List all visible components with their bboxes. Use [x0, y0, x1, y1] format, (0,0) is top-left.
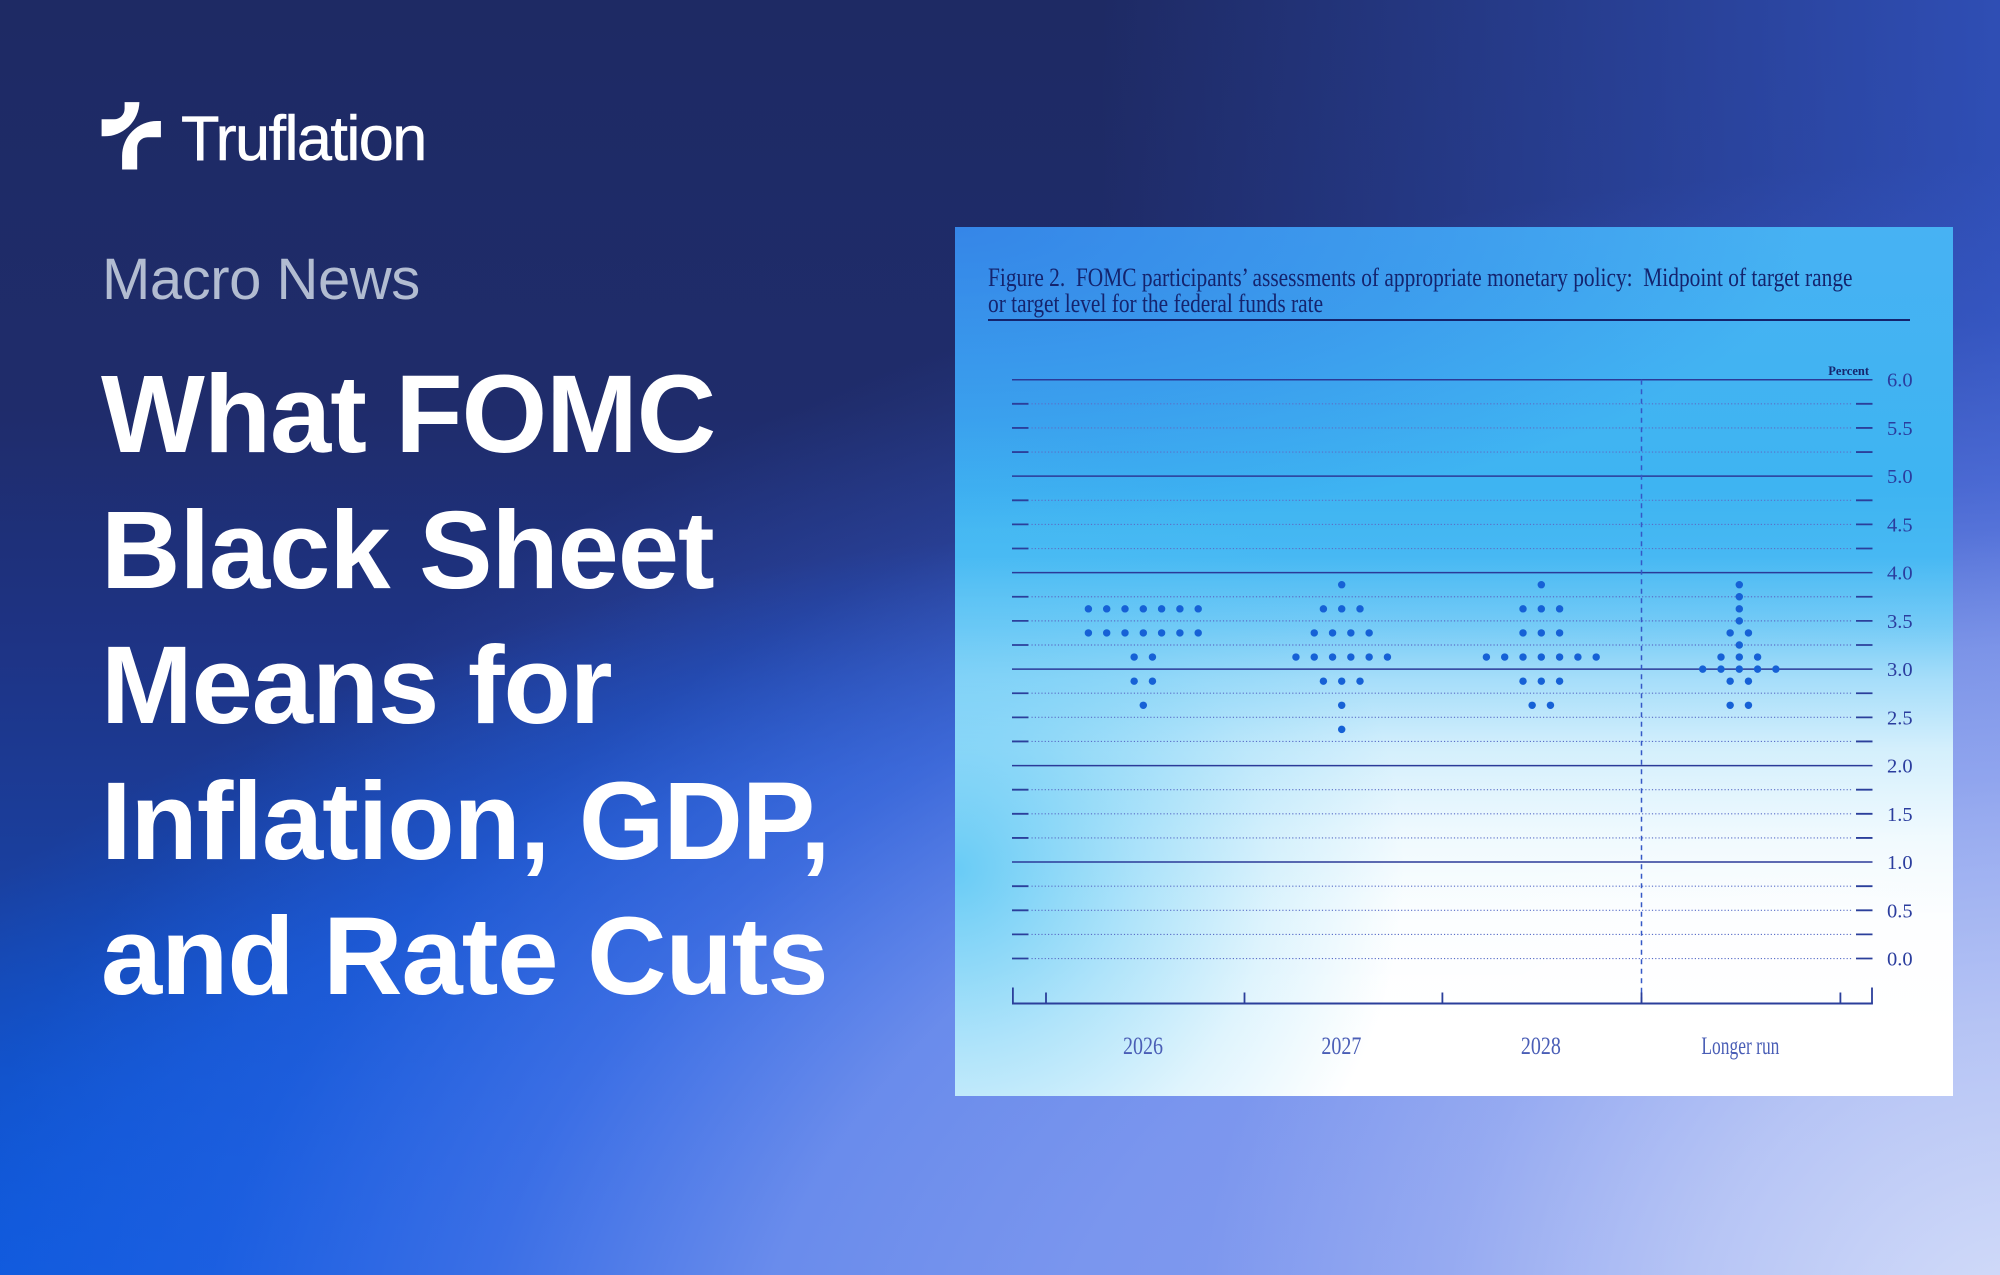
svg-text:2028: 2028 [1521, 1033, 1561, 1060]
svg-text:2.0: 2.0 [1887, 755, 1913, 777]
svg-text:1.5: 1.5 [1887, 803, 1913, 825]
svg-text:5.0: 5.0 [1887, 466, 1913, 488]
svg-text:Percent: Percent [1828, 364, 1870, 378]
svg-text:2.5: 2.5 [1887, 707, 1913, 729]
svg-text:5.5: 5.5 [1887, 417, 1913, 439]
svg-text:4.5: 4.5 [1887, 514, 1913, 536]
svg-text:Longer run: Longer run [1701, 1033, 1779, 1060]
svg-text:3.0: 3.0 [1887, 659, 1913, 681]
svg-text:2026: 2026 [1123, 1033, 1163, 1060]
svg-text:4.0: 4.0 [1887, 562, 1913, 584]
svg-text:1.0: 1.0 [1887, 852, 1913, 874]
svg-text:2027: 2027 [1321, 1033, 1361, 1060]
svg-text:0.0: 0.0 [1887, 948, 1913, 970]
svg-text:3.5: 3.5 [1887, 610, 1913, 632]
svg-text:6.0: 6.0 [1887, 369, 1913, 391]
svg-text:0.5: 0.5 [1887, 900, 1913, 922]
